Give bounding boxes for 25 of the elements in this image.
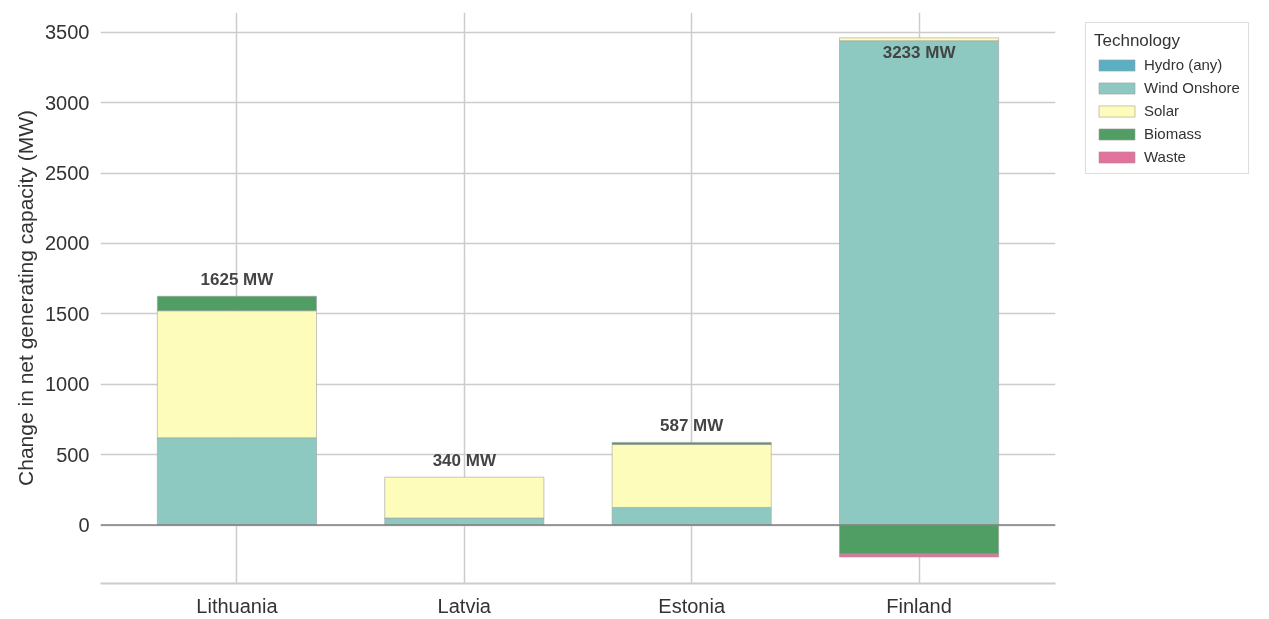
y-tick-label: 3000 — [45, 91, 90, 114]
total-label: 587 MW — [660, 415, 725, 435]
x-tick-label: Latvia — [437, 594, 492, 617]
x-tick-label: Finland — [886, 594, 952, 617]
y-tick-label: 0 — [78, 514, 90, 537]
legend-title: Technology — [1094, 31, 1181, 51]
y-axis-title: Change in net generating capacity (MW) — [14, 110, 38, 486]
legend-label: Hydro (any) — [1144, 56, 1223, 73]
total-label: 3233 MW — [882, 43, 957, 63]
total-label: 1625 MW — [200, 269, 275, 289]
bar — [839, 40, 999, 526]
y-tick-label: 500 — [56, 443, 90, 466]
legend-label: Wind Onshore — [1144, 79, 1240, 96]
y-tick-label: 1000 — [45, 373, 90, 396]
legend-label: Waste — [1144, 148, 1186, 165]
bar — [839, 524, 999, 555]
total-label: 340 MW — [432, 450, 497, 470]
y-tick-label: 2000 — [45, 232, 90, 255]
x-tick-label: Estonia — [658, 594, 726, 617]
legend-label: Biomass — [1144, 125, 1202, 142]
legend-label: Solar — [1144, 102, 1180, 119]
y-tick-label: 3500 — [45, 21, 90, 44]
y-tick-label: 2500 — [45, 162, 90, 185]
x-tick-label: Lithuania — [196, 594, 279, 617]
y-tick-label: 1500 — [45, 302, 90, 325]
